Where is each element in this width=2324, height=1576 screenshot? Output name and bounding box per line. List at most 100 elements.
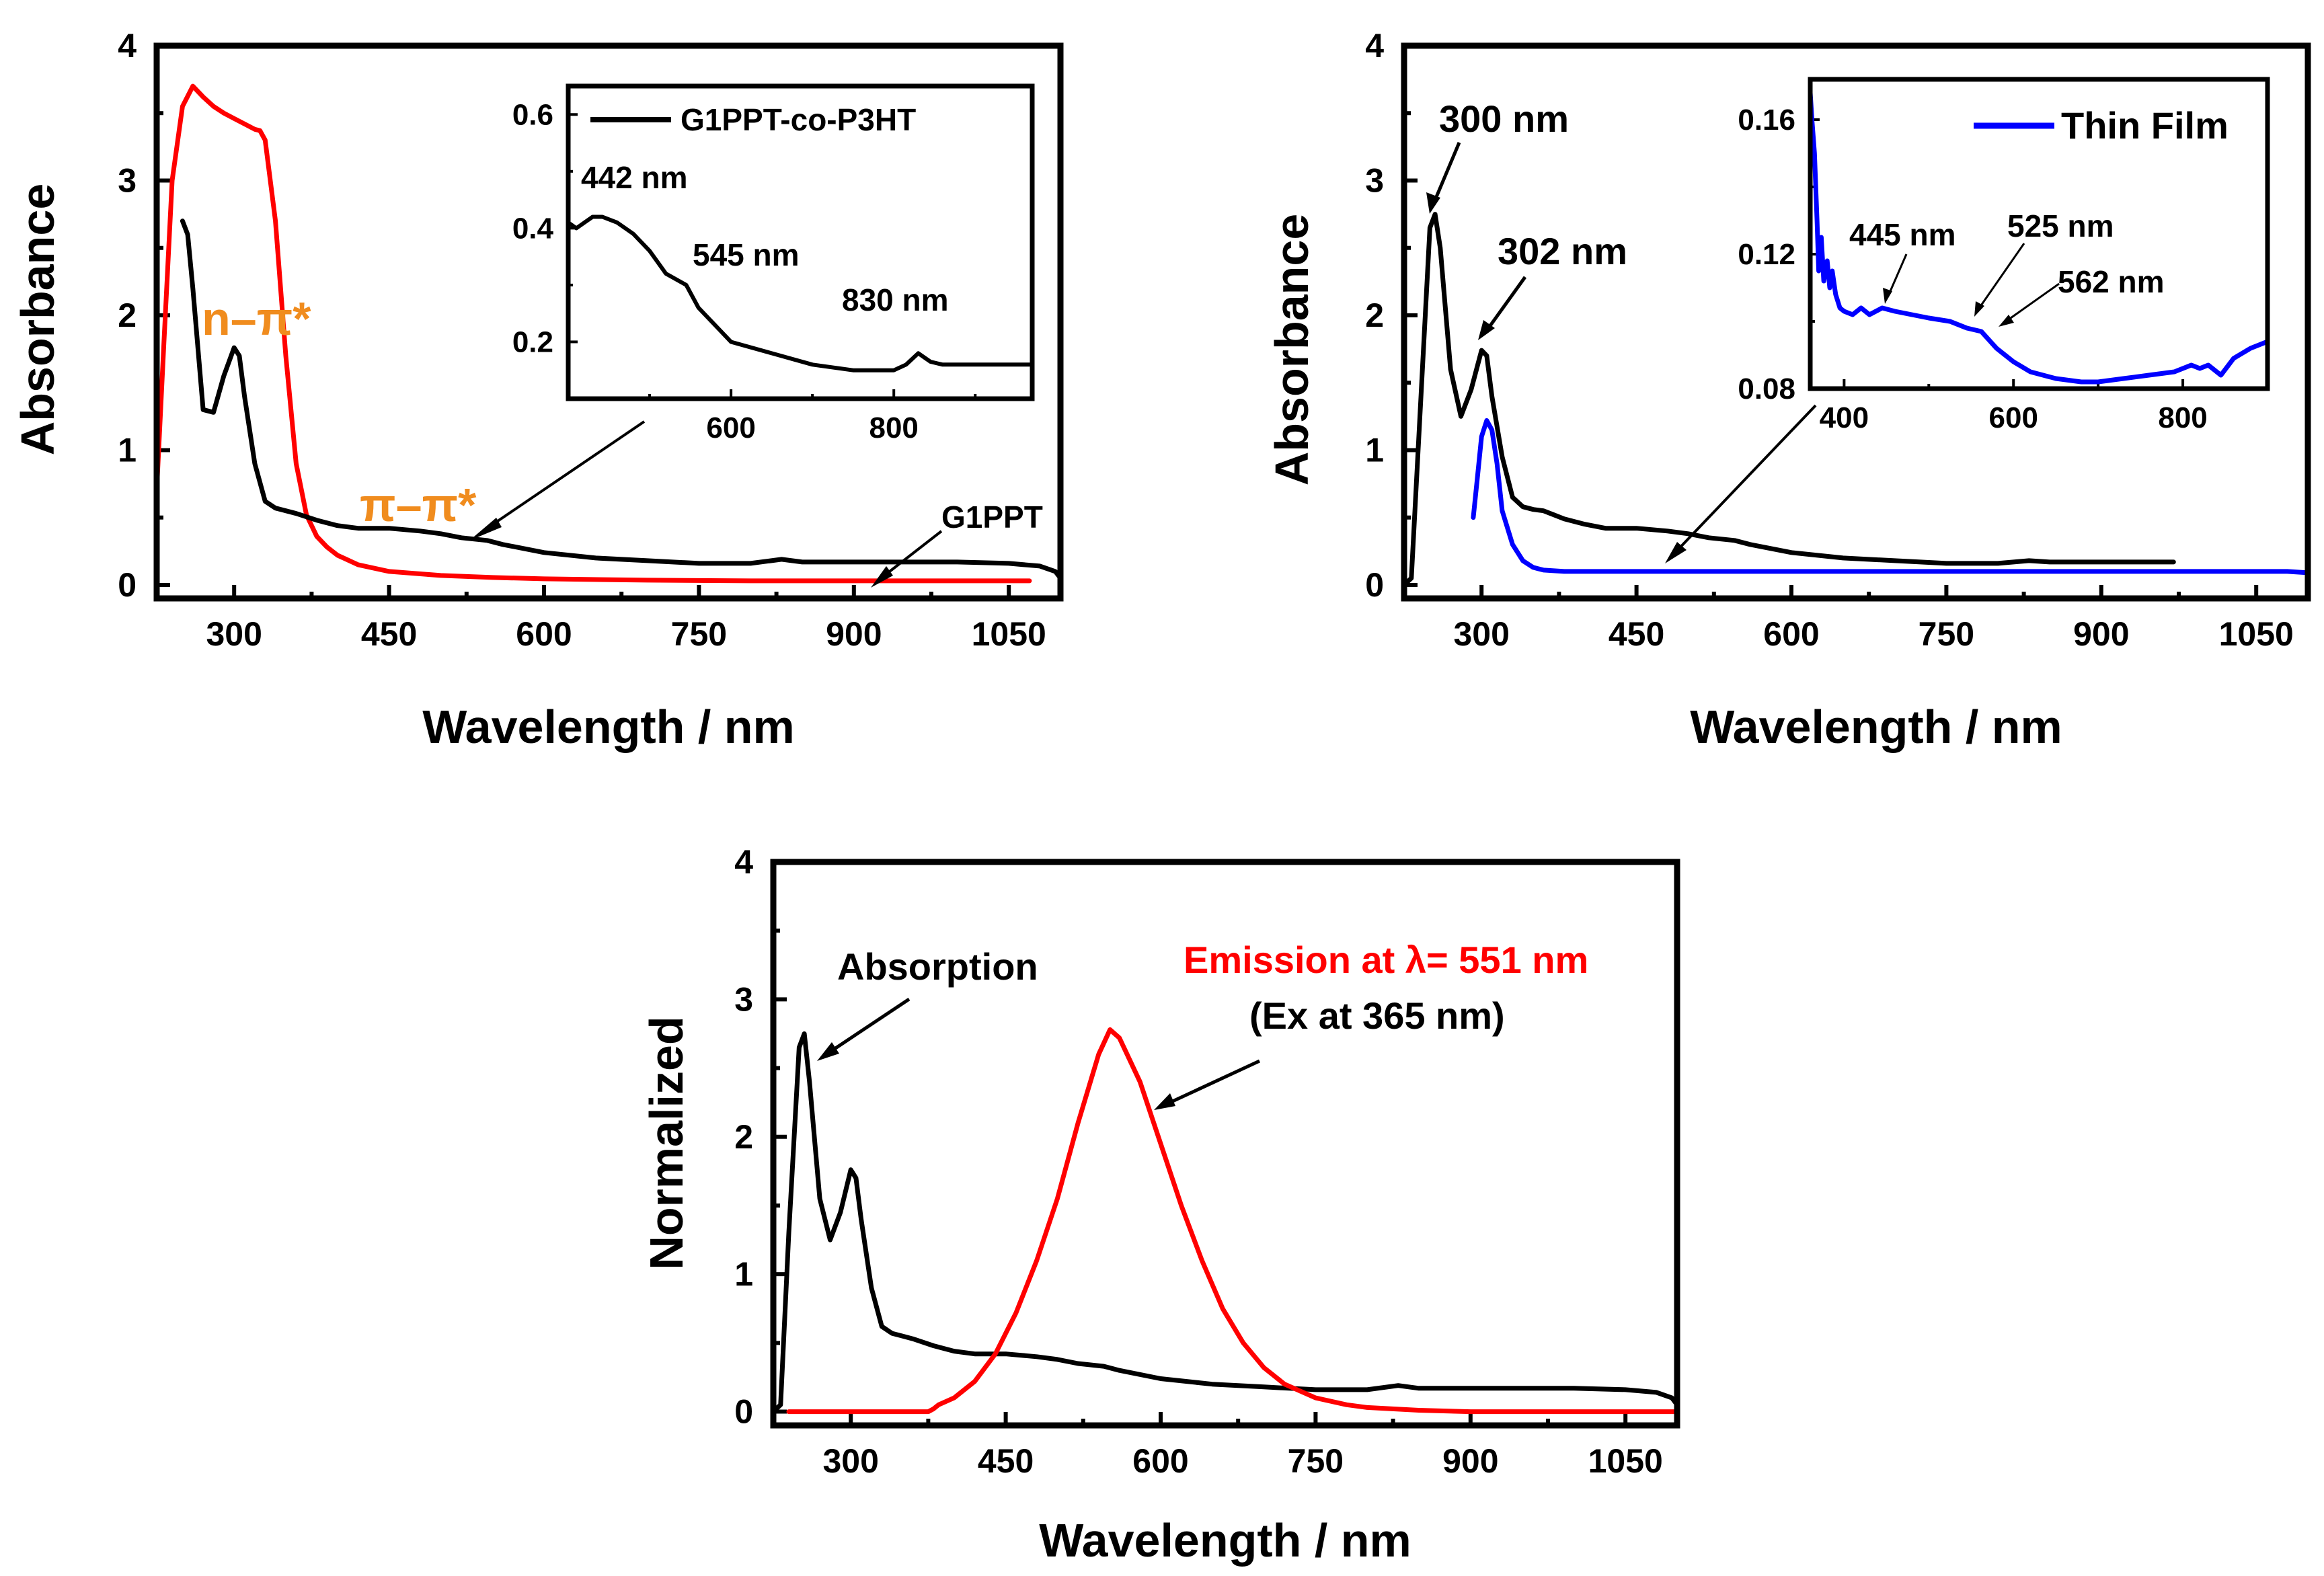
tl-xlabel: Wavelength / nm: [422, 701, 795, 753]
tr-inset-arrowhead-562: [1999, 315, 2014, 327]
tr-xlabel: Wavelength / nm: [1690, 701, 2062, 753]
tl-inset-axes-group: 600 800 0.2 0.4 0.6: [512, 98, 977, 444]
panel-bottom: 300 450 600 750 900 1050 0 1 2 3 4 Normalized Wave…: [640, 843, 1680, 1567]
tri-series-0: [1810, 90, 2268, 385]
tr-inset-frame: [1808, 77, 2270, 391]
tl-ytick-label-0: 0: [118, 566, 137, 604]
tl-ytick-label-2: 2: [118, 297, 137, 334]
tr-inset-arrowhead-525: [1974, 301, 1984, 317]
tr-inset-annot-525: 525 nm: [2007, 208, 2114, 243]
tr-inset-arrow-445: [1887, 253, 1908, 297]
tl-series-group: [157, 83, 1060, 584]
bt-arrow-absorption: [827, 997, 911, 1055]
tl-inset-annot-830: 830 nm: [842, 282, 949, 317]
tli-ytick-label-2: 0.6: [512, 98, 553, 131]
tri-xtick-label-1: 600: [1989, 401, 2038, 434]
bt-axes-group: 300 450 600 750 900 1050 0 1 2 3 4: [734, 843, 1663, 1480]
tli-xtick-label-0: 600: [706, 411, 755, 444]
tr-plot-frame: [1401, 42, 2311, 602]
tr-series-1: [1471, 418, 2308, 576]
bt-annot-emission: Emission at λ= 551 nm: [1184, 939, 1588, 981]
tr-inset-axes-group: 400 600 800 0.08 0.12 0.16: [1738, 104, 2207, 434]
tl-ytick-label-4: 4: [118, 27, 137, 65]
bt-arrowhead-absorption: [817, 1042, 839, 1061]
panel-top-left: 300 450 600 750 900 1050 0 1 2 3 4 Absorbance Wave…: [11, 27, 1064, 753]
bt-series-0: [773, 1031, 1677, 1415]
tr-xtick-label-4: 900: [2073, 615, 2129, 653]
bt-ylabel: Normalized: [640, 1016, 693, 1269]
tr-arrow-300nm: [1432, 142, 1461, 202]
bt-ytick-label-3: 3: [734, 980, 753, 1018]
tl-inset-legend-label: G1PPT-co-P3HT: [681, 102, 916, 137]
tr-ytick-label-0: 0: [1365, 566, 1384, 604]
tr-xtick-label-5: 1050: [2219, 615, 2294, 653]
tli-xtick-label-1: 800: [869, 411, 918, 444]
tr-arrowhead-302nm: [1478, 320, 1495, 340]
bt-series-1: [786, 1027, 1677, 1415]
tl-axes-group: 300 450 600 750 900 1050 0 1 2 3 4: [118, 27, 1046, 653]
tl-annot-pi-pi: π–π*: [360, 479, 477, 531]
tl-xtick-label-3: 750: [671, 615, 727, 653]
tl-annot-n-pi: n–π*: [202, 292, 311, 345]
tl-ylabel: Absorbance: [11, 184, 64, 456]
tl-xtick-label-5: 1050: [972, 615, 1046, 653]
bt-arrow-emission: [1165, 1059, 1261, 1106]
bt-annot-absorption: Absorption: [837, 945, 1038, 988]
tr-ytick-label-2: 2: [1365, 297, 1384, 334]
tr-xtick-label-2: 600: [1763, 615, 1819, 653]
tr-arrowhead-300nm: [1426, 192, 1440, 214]
bt-ytick-label-2: 2: [734, 1118, 753, 1156]
tr-xtick-label-0: 300: [1453, 615, 1509, 653]
bt-xtick-label-0: 300: [822, 1442, 878, 1480]
bt-ytick-label-4: 4: [734, 843, 753, 881]
tr-inset-arrow-525: [1977, 243, 2025, 310]
bt-arrowhead-emission: [1154, 1093, 1175, 1110]
tr-ytick-label-3: 3: [1365, 161, 1384, 199]
tr-series-group: [1404, 212, 2308, 588]
tr-ylabel: Absorbance: [1266, 214, 1318, 486]
tli-ytick-label-0: 0.2: [512, 325, 553, 358]
tr-inset-arrowhead-445: [1883, 288, 1892, 304]
bt-series-group: [773, 1027, 1677, 1415]
bt-xlabel: Wavelength / nm: [1039, 1514, 1411, 1567]
bt-ytick-label-0: 0: [734, 1393, 753, 1431]
tl-xtick-label-1: 450: [361, 615, 417, 653]
tr-arrow-302nm: [1485, 276, 1527, 331]
bt-xtick-label-5: 1050: [1588, 1442, 1663, 1480]
tl-inset: 600 800 0.2 0.4 0.6 G1PPT-co-P3HT 442 nm 545…: [512, 83, 1035, 444]
bt-plot-frame: [770, 859, 1680, 1429]
tri-ytick-label-2: 0.16: [1738, 104, 1795, 136]
tr-inset-annot-562: 562 nm: [2058, 264, 2165, 299]
tl-series-1: [180, 219, 1060, 581]
tr-annot-300nm: 300 nm: [1439, 97, 1569, 140]
tr-ytick-label-4: 4: [1365, 27, 1384, 65]
tli-series-0: [568, 214, 1032, 372]
tl-arrowhead-g1ppt: [871, 566, 893, 588]
tl-arrow-g1ppt: [880, 530, 943, 580]
tl-ytick-label-3: 3: [118, 161, 137, 199]
tr-arrowhead-inset: [1665, 542, 1687, 563]
tl-ytick-label-1: 1: [118, 431, 137, 469]
bt-ytick-label-1: 1: [734, 1255, 753, 1293]
tri-xtick-label-2: 800: [2158, 401, 2207, 434]
panel-top-right: 300 450 600 750 900 1050 0 1 2 3 4 Absorbance Wave…: [1266, 27, 2311, 753]
tl-xtick-label-2: 600: [516, 615, 572, 653]
bt-xtick-label-4: 900: [1442, 1442, 1498, 1480]
tl-inset-frame: [566, 83, 1035, 401]
bt-xtick-label-3: 750: [1288, 1442, 1344, 1480]
tr-inset: 400 600 800 0.08 0.12 0.16 Thin Film 445 nm 5…: [1738, 77, 2270, 434]
tl-arrow-inset: [481, 420, 646, 533]
tl-series-0: [157, 83, 1032, 584]
tri-ytick-label-0: 0.08: [1738, 372, 1795, 405]
tl-xtick-label-4: 900: [826, 615, 882, 653]
tl-inset-series-group: [568, 214, 1032, 372]
tr-inset-legend-label: Thin Film: [2061, 104, 2229, 147]
tr-arrow-inset: [1673, 404, 1817, 555]
tr-annot-302nm: 302 nm: [1498, 230, 1627, 272]
tr-series-0: [1404, 212, 2176, 588]
bt-xtick-label-2: 600: [1132, 1442, 1188, 1480]
tri-ytick-label-1: 0.12: [1738, 238, 1795, 271]
tl-annot-g1ppt: G1PPT: [941, 500, 1043, 535]
tr-inset-arrow-562: [2005, 282, 2060, 323]
